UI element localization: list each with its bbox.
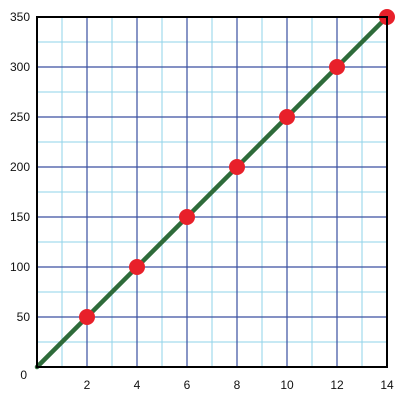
y-tick-label: 300 <box>10 60 30 74</box>
data-point-marker <box>129 259 145 275</box>
origin-label: 0 <box>20 368 27 382</box>
plot-border <box>36 16 388 368</box>
y-tick-label: 100 <box>10 260 30 274</box>
data-point-marker <box>79 309 95 325</box>
y-tick-label: 150 <box>10 210 30 224</box>
major-grid <box>37 17 387 367</box>
plot-frame <box>36 16 388 368</box>
y-tick-label: 250 <box>10 110 30 124</box>
y-tick-label: 350 <box>10 10 30 24</box>
data-point-marker <box>229 159 245 175</box>
y-tick-label: 50 <box>17 310 31 324</box>
minor-grid <box>37 17 387 367</box>
x-tick-label: 14 <box>380 378 394 392</box>
x-tick-label: 4 <box>134 378 141 392</box>
data-point-marker <box>329 59 345 75</box>
x-tick-label: 2 <box>84 378 91 392</box>
series-line <box>34 14 390 370</box>
x-tick-label: 10 <box>280 378 294 392</box>
series-layer <box>34 9 395 370</box>
tick-labels: 2 4 6 8 10 12 14 50 100 150 200 250 300 350 0 <box>10 10 394 392</box>
x-tick-label: 8 <box>234 378 241 392</box>
data-point-marker <box>279 109 295 125</box>
data-point-marker <box>179 209 195 225</box>
x-tick-label: 6 <box>184 378 191 392</box>
y-tick-label: 200 <box>10 160 30 174</box>
x-tick-label: 12 <box>330 378 344 392</box>
